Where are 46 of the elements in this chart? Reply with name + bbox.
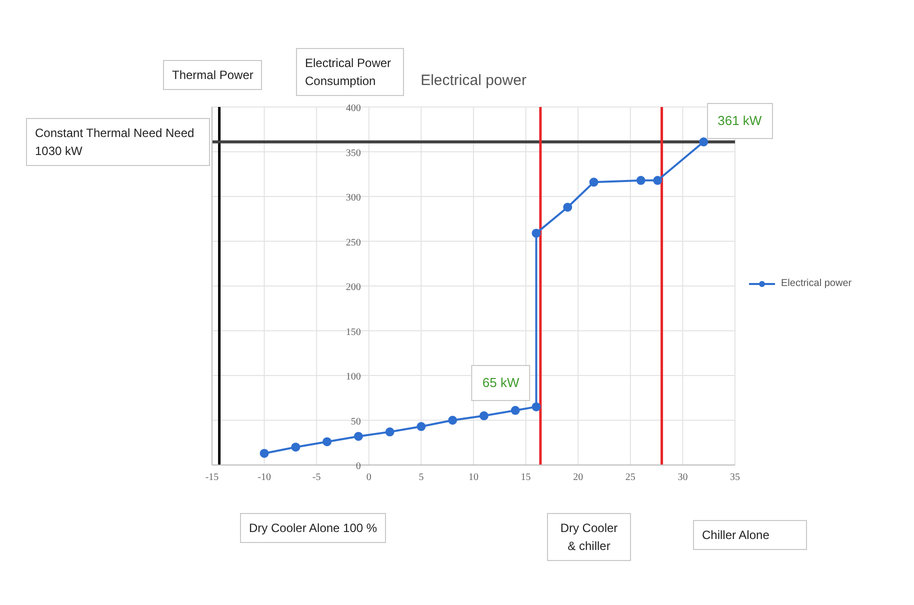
- x-tick-label: -15: [205, 472, 219, 484]
- point: [532, 402, 541, 412]
- y-tick-label: 150: [346, 326, 361, 338]
- point: [563, 202, 572, 212]
- y-tick-label: 50: [350, 416, 361, 428]
- y-tick-label: 300: [346, 192, 361, 204]
- y-tick-label: 250: [346, 237, 361, 248]
- x-tick-label: 20: [573, 472, 584, 484]
- x-tick-label: 10: [468, 472, 478, 484]
- text: Dry Cooler Alone 100 %: [249, 521, 378, 535]
- ref-line-label: Thermal Power: [172, 68, 254, 82]
- x-tick-label: 25: [625, 472, 636, 484]
- point: [532, 228, 541, 238]
- y-tick-label: 100: [346, 372, 361, 382]
- point: [636, 176, 646, 185]
- y-tick-label: 350: [346, 148, 361, 159]
- x-tick-label: 30: [678, 472, 688, 484]
- text: Chiller Alone: [702, 528, 770, 542]
- point: [448, 416, 458, 425]
- y-tick-label: 0: [356, 461, 361, 472]
- x-tick-label: -10: [258, 472, 271, 484]
- point: [260, 448, 269, 458]
- ref-line-label: Constant Thermal Need Need 1030 kW: [35, 126, 194, 158]
- y-tick-label: 200: [346, 282, 361, 293]
- point: [653, 176, 662, 185]
- chart-title: Electrical power: [420, 72, 526, 89]
- x-tick-label: 35: [730, 472, 740, 484]
- point: [416, 422, 426, 432]
- annotation: 361 kW: [718, 112, 762, 128]
- annotation: 65 kW: [482, 374, 520, 390]
- point: [589, 178, 598, 187]
- legend-label: Electrical power: [781, 278, 852, 289]
- x-tick-label: 0: [366, 472, 372, 484]
- point: [385, 427, 394, 436]
- x-tick-label: -5: [312, 472, 321, 484]
- x-tick-label: 15: [520, 472, 531, 484]
- x-tick-label: 5: [418, 472, 424, 484]
- y-tick-label: 400: [346, 103, 361, 114]
- point: [322, 437, 332, 446]
- point: [479, 411, 488, 420]
- text: Electrical Power Consumption: [305, 56, 392, 88]
- point: [510, 406, 520, 415]
- point: [354, 432, 363, 441]
- point: [699, 137, 708, 146]
- point: [291, 442, 300, 452]
- text: Dry Cooler & chiller: [560, 521, 618, 553]
